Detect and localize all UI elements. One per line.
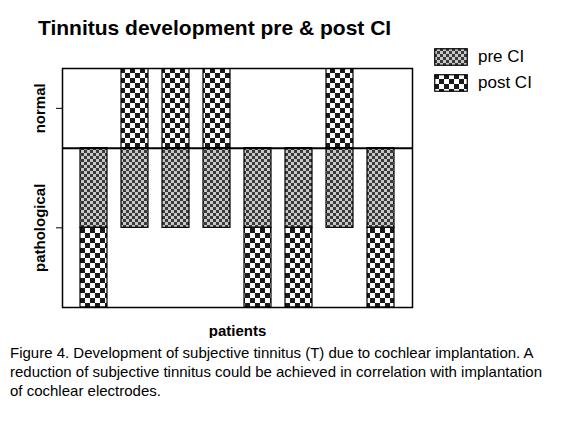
svg-text:pathological: pathological [31, 184, 48, 272]
svg-text:normal: normal [31, 83, 48, 133]
html-text:Tinnitus development pre & pos: Tinnitus development pre & post CI [38, 16, 392, 39]
svg-text:patients: patients [209, 322, 267, 339]
html-text:post CI: post CI [478, 73, 532, 92]
html-text:Figure 4. Development of subje: Figure 4. Development of subjective tinn… [10, 344, 542, 399]
html-text:pre CI: pre CI [478, 47, 525, 66]
